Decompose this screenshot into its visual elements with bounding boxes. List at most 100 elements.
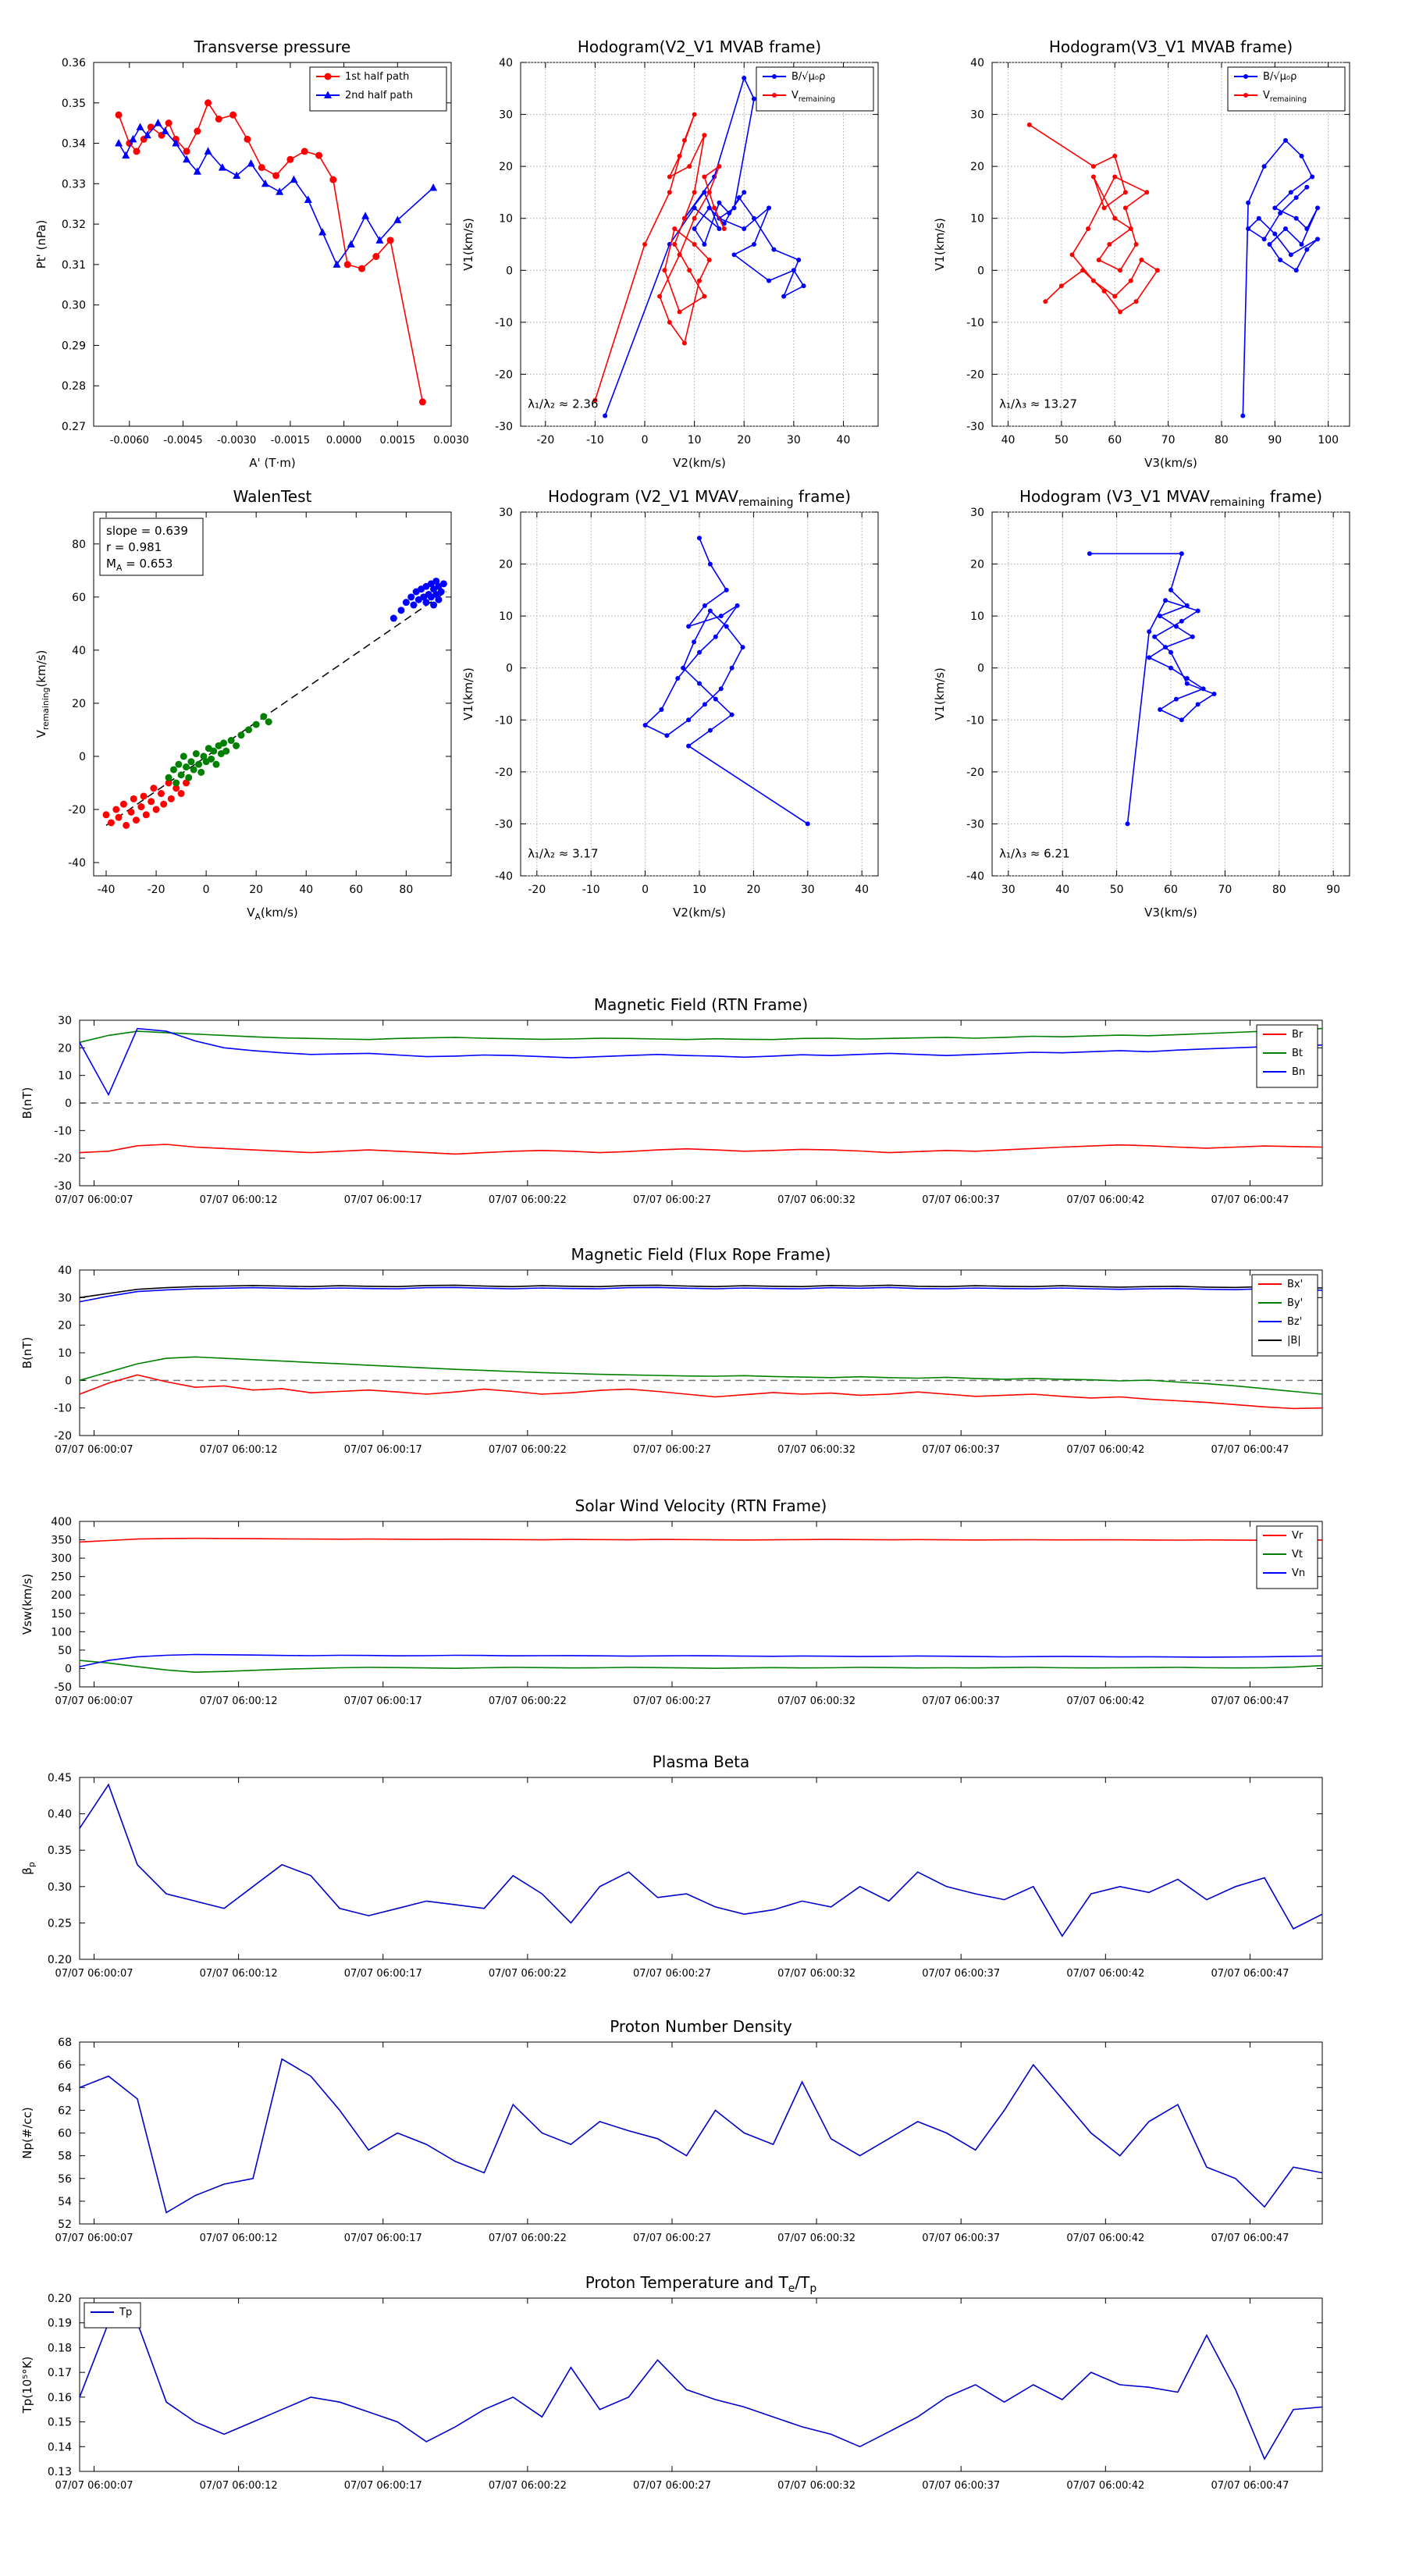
- series-group: [79, 1027, 1323, 1155]
- legend-label: B/√μ₀ρ: [1263, 71, 1297, 83]
- chart-magnetic-field-flux-rope: 07/07 06:00:07 07/07 06:00:12 07/07 06:00:…: [20, 1265, 1323, 1456]
- x-tick-label: 07/07 06:00:47: [1211, 1194, 1289, 1206]
- axis-ticks: -20 -10 0 10 20 30 40 -30 -20 -10 0 10 20 30 40: [495, 57, 878, 447]
- y-tick-label: 0.32: [62, 219, 86, 231]
- y-tick-label: 60: [58, 2128, 72, 2140]
- axis-ticks: 07/07 06:00:07 07/07 06:00:12 07/07 06:00:…: [55, 2037, 1322, 2244]
- annotation: λ₁/λ₂ ≈ 3.17: [528, 847, 598, 861]
- series-Np: [79, 2058, 1323, 2214]
- x-tick-label: 07/07 06:00:12: [200, 1444, 278, 1456]
- plot-border: [79, 1521, 1323, 1688]
- x-tick-label: 0: [642, 884, 649, 896]
- x-tick-label: 40: [837, 434, 851, 447]
- legend-label: Tp: [119, 2307, 132, 2318]
- chart-title-hodogram-v2v1-mvab: Hodogram(V2_V1 MVAB frame): [577, 37, 822, 56]
- legend-label: Bz': [1287, 1316, 1302, 1328]
- y-tick-label: 66: [58, 2059, 72, 2072]
- plot-border: [93, 62, 452, 427]
- axis-ticks: 30 40 50 60 70 80 90 -40 -30 -20 -10 0 10 20 30: [966, 507, 1350, 896]
- x-tick-label: 07/07 06:00:17: [344, 2233, 422, 2244]
- y-tick-label: 30: [499, 109, 513, 122]
- y-tick-label: 56: [58, 2173, 72, 2186]
- y-tick-label: -40: [966, 870, 984, 883]
- axis-ticks: 07/07 06:00:07 07/07 06:00:12 07/07 06:00:…: [54, 1265, 1322, 1456]
- x-tick-label: 07/07 06:00:17: [344, 1968, 422, 1980]
- x-tick-label: 90: [1326, 884, 1340, 896]
- legend: Bx' By' Bz' |B|: [1251, 1274, 1318, 1357]
- y-tick-label: 0: [65, 1375, 72, 1387]
- chart-title-hodogram-v3v1-mvav: Hodogram (V3_V1 MVAVremaining frame): [1019, 487, 1323, 509]
- y-tick-label: 40: [58, 1265, 72, 1277]
- legend-label: Vremaining: [1263, 90, 1307, 104]
- y-tick-label: 100: [51, 1626, 72, 1638]
- y-tick-label: 10: [58, 1347, 72, 1360]
- chart-walen-test: -40 -20 0 20 40 60 80 -40 -20 0 20 40 60 80 VA(km/s) Vr…: [34, 511, 452, 922]
- y-tick-label: -10: [495, 714, 513, 727]
- x-tick-label: 40: [1055, 884, 1069, 896]
- y-tick-label: -20: [495, 368, 513, 381]
- y-tick-label: 0.35: [62, 98, 86, 110]
- y-tick-label: 52: [58, 2218, 72, 2231]
- y-tick-label: 60: [72, 592, 86, 604]
- x-tick-label: 07/07 06:00:22: [489, 2233, 567, 2244]
- axis-ticks: 40 50 60 70 80 90 100 -30 -20 -10 0 10 20 30 40: [966, 57, 1350, 447]
- x-tick-label: 50: [1110, 884, 1124, 896]
- series-beta_p: [79, 1783, 1323, 1937]
- x-tick-label: 50: [1055, 434, 1069, 447]
- x-tick-label: 07/07 06:00:42: [1066, 2480, 1144, 2492]
- stats-box: [99, 518, 204, 576]
- legend: B/√μ₀ρ Vremaining: [756, 66, 874, 112]
- chart-title-transverse-pressure: Transverse pressure: [194, 37, 351, 56]
- x-tick-label: 07/07 06:00:37: [922, 1968, 1000, 1980]
- y-tick-label: 0.25: [48, 1917, 72, 1930]
- grid-lines: [521, 62, 878, 427]
- x-axis-label: V3(km/s): [1144, 456, 1197, 470]
- series-group: [642, 535, 810, 827]
- x-tick-label: 07/07 06:00:27: [633, 1444, 711, 1456]
- markers-V remaining: [592, 112, 727, 403]
- y-tick-label: 30: [970, 109, 984, 122]
- x-tick-label: 07/07 06:00:37: [922, 1194, 1000, 1206]
- x-tick-label: 80: [1272, 884, 1286, 896]
- x-tick-label: 07/07 06:00:42: [1066, 1194, 1144, 1206]
- legend: Br Bt Bn: [1256, 1024, 1318, 1088]
- y-tick-label: 50: [58, 1645, 72, 1657]
- x-tick-label: 07/07 06:00:17: [344, 1695, 422, 1707]
- series-group: [79, 1537, 1323, 1674]
- y-tick-label: 20: [970, 161, 984, 173]
- y-tick-label: 20: [970, 559, 984, 571]
- x-axis-label: VA(km/s): [247, 906, 298, 922]
- y-tick-label: -40: [68, 857, 86, 870]
- y-tick-label: 150: [51, 1608, 72, 1621]
- y-tick-label: -20: [68, 804, 86, 817]
- x-tick-label: 07/07 06:00:47: [1211, 2233, 1289, 2244]
- y-tick-label: 54: [58, 2196, 72, 2208]
- x-tick-label: 80: [399, 884, 413, 896]
- x-tick-label: -10: [586, 434, 604, 447]
- series-group: [79, 1783, 1323, 1937]
- y-axis-label: Pt' (nPa): [34, 220, 48, 269]
- series-group: [79, 2322, 1323, 2460]
- y-tick-label: 0.35: [48, 1845, 72, 1857]
- y-tick-label: 0.17: [48, 2367, 72, 2379]
- x-tick-label: 07/07 06:00:27: [633, 1695, 711, 1707]
- legend-label: Bt: [1292, 1048, 1303, 1059]
- chart-title-magnetic-field-flux-rope: Magnetic Field (Flux Rope Frame): [571, 1245, 831, 1264]
- y-tick-label: -50: [54, 1681, 72, 1694]
- y-tick-label: -20: [966, 368, 984, 381]
- y-tick-label: 0.14: [48, 2441, 72, 2453]
- chart-title-hodogram-v2v1-mvav: Hodogram (V2_V1 MVAVremaining frame): [547, 487, 852, 509]
- markers-B/sqrt(mu0 rho): [1240, 137, 1320, 418]
- x-tick-label: 40: [299, 884, 313, 896]
- series-B/sqrt(mu0 rho): [604, 76, 805, 416]
- x-tick-label: -0.0030: [217, 435, 256, 447]
- x-tick-label: 07/07 06:00:17: [344, 1444, 422, 1456]
- y-tick-label: 300: [51, 1553, 72, 1565]
- y-tick-label: -30: [966, 818, 984, 831]
- x-tick-label: 20: [249, 884, 263, 896]
- y-tick-label: 0.20: [48, 1954, 72, 1966]
- x-tick-label: 07/07 06:00:07: [55, 1695, 133, 1707]
- x-tick-label: 07/07 06:00:47: [1211, 1444, 1289, 1456]
- axis-ticks: 07/07 06:00:07 07/07 06:00:12 07/07 06:00:…: [51, 1516, 1322, 1707]
- x-tick-label: 07/07 06:00:32: [777, 1968, 855, 1980]
